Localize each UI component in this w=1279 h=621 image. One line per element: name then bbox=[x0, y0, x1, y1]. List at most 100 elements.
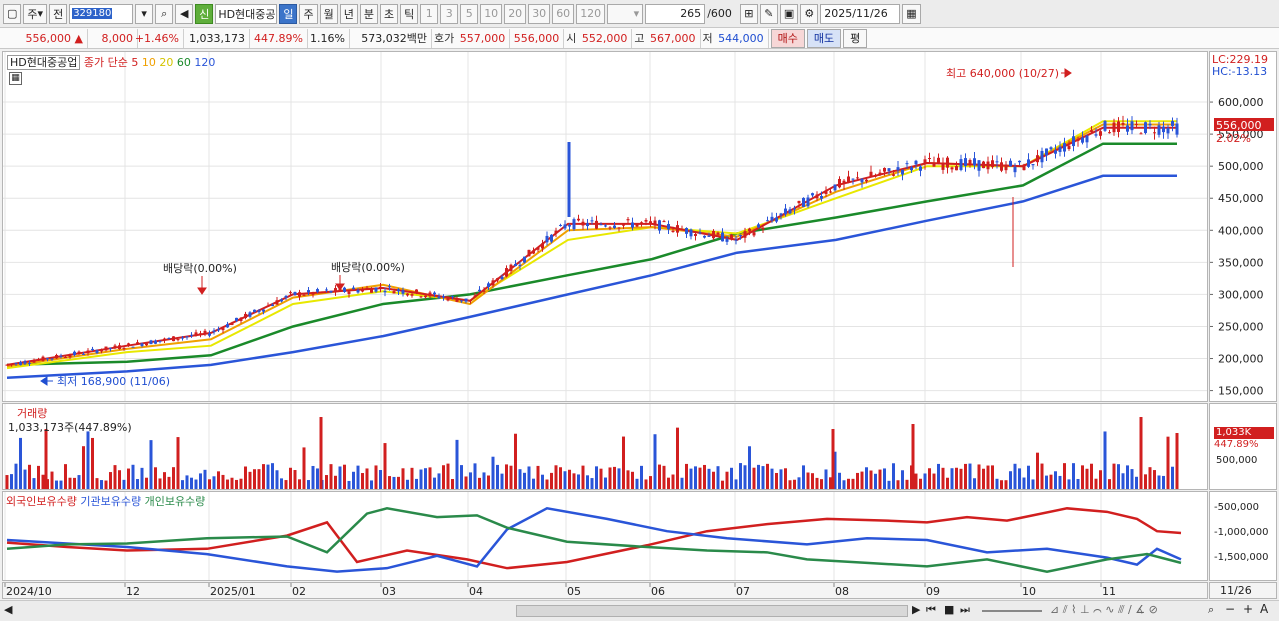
period-day[interactable]: 일 bbox=[279, 3, 298, 24]
stock-name-field[interactable]: HD현대중공 bbox=[215, 3, 278, 24]
avg-button[interactable]: 평 bbox=[843, 28, 868, 48]
font-size-icon[interactable]: A bbox=[1260, 602, 1269, 616]
draw-tools-icons[interactable]: ⊿ ⫽ ⌇ ⊥ ⌒ ∿ ⫻ ∕ ∡ ⊘ bbox=[1050, 603, 1158, 616]
volume-bar bbox=[586, 475, 589, 489]
candle-body bbox=[275, 300, 279, 305]
rewind-icon[interactable]: ⏮ bbox=[926, 603, 936, 616]
date-tick-label: 05 bbox=[567, 585, 581, 598]
count-input[interactable]: 265 bbox=[645, 3, 706, 24]
period-week[interactable]: 주 bbox=[299, 3, 318, 24]
speaker-icon[interactable]: ◀ bbox=[175, 3, 194, 24]
candle-body bbox=[41, 356, 45, 361]
volume-bar bbox=[1054, 471, 1057, 489]
stop-icon[interactable]: ■ bbox=[944, 603, 955, 616]
period-month[interactable]: 월 bbox=[319, 3, 338, 24]
calendar-icon[interactable]: ▦ bbox=[902, 3, 921, 24]
candle-body bbox=[428, 292, 432, 297]
holdings-chart-panel[interactable]: 외국인보유수량 기관보유수량 개인보유수량 bbox=[2, 491, 1208, 581]
candle-body bbox=[1126, 125, 1129, 132]
volume-bar bbox=[1162, 475, 1165, 489]
candle-body bbox=[496, 278, 499, 281]
search-icon[interactable]: ⌕ bbox=[155, 3, 174, 24]
grid-toggle-icon[interactable]: ▦ bbox=[9, 72, 22, 85]
volume-bar bbox=[662, 465, 666, 489]
volume-bar bbox=[581, 465, 585, 489]
volume-bar bbox=[550, 472, 553, 489]
period-minute[interactable]: 분 bbox=[359, 3, 378, 24]
save-icon[interactable]: ▣ bbox=[779, 3, 799, 24]
candle-body bbox=[433, 292, 436, 295]
price-change: 8,000 bbox=[88, 28, 138, 48]
interval-120[interactable]: 120 bbox=[576, 3, 606, 24]
chart-settings-icon[interactable]: ⊞ bbox=[739, 3, 758, 24]
interval-5[interactable]: 5 bbox=[460, 3, 479, 24]
candle-body bbox=[113, 345, 117, 348]
code-dropdown-icon[interactable]: ▾ bbox=[135, 3, 154, 24]
candle-body bbox=[617, 227, 621, 229]
stock-code-input[interactable]: 329180 bbox=[69, 3, 134, 24]
interval-20[interactable]: 20 bbox=[504, 3, 527, 24]
volume-bar bbox=[829, 477, 832, 489]
price-chart-panel[interactable]: 최고 640,000 (10/27) 최저 168,900 (11/06) 배당락(… bbox=[2, 51, 1208, 402]
interval-1[interactable]: 1 bbox=[420, 3, 439, 24]
gear-icon[interactable]: ⚙ bbox=[800, 3, 819, 24]
volume-bar bbox=[892, 463, 895, 489]
volume-bar bbox=[113, 465, 117, 489]
volume-chart-panel[interactable]: 거래량 1,033,173주(447.89%) bbox=[2, 403, 1208, 490]
interval-30[interactable]: 30 bbox=[528, 3, 551, 24]
lc-label: LC:229.19 bbox=[1212, 53, 1268, 66]
zoom-icon[interactable]: ⌕ bbox=[1208, 603, 1215, 616]
candle-body bbox=[419, 296, 423, 298]
prev-button[interactable]: 전 bbox=[49, 3, 68, 24]
candle-body bbox=[257, 310, 261, 313]
sell-button[interactable]: 매도 bbox=[806, 28, 842, 48]
candle-body bbox=[941, 162, 945, 170]
volume-bar bbox=[68, 477, 72, 489]
interval-custom-select[interactable]: ▾ bbox=[607, 3, 644, 24]
scroll-right-icon[interactable]: ▶ bbox=[912, 603, 921, 616]
candle-body bbox=[505, 268, 508, 277]
scroll-left-icon[interactable]: ◀ bbox=[4, 603, 13, 616]
interval-10[interactable]: 10 bbox=[480, 3, 503, 24]
volume-bar bbox=[77, 475, 81, 489]
interval-3[interactable]: 3 bbox=[440, 3, 459, 24]
volume-bar bbox=[1108, 479, 1111, 489]
candle-body bbox=[23, 361, 27, 364]
candle-body bbox=[685, 228, 688, 234]
volume-spike bbox=[44, 429, 48, 489]
period-second[interactable]: 초 bbox=[379, 3, 399, 24]
volume-bar bbox=[28, 464, 31, 489]
volume-bar bbox=[131, 464, 135, 489]
period-tick[interactable]: 틱 bbox=[400, 3, 419, 24]
draw-tool-icon[interactable]: ✎ bbox=[759, 3, 778, 24]
candle-body bbox=[784, 208, 787, 215]
candle-body bbox=[860, 178, 864, 183]
date-input[interactable]: 2025/11/26 bbox=[820, 3, 901, 24]
volume-bar bbox=[127, 468, 130, 489]
ma60-line bbox=[6, 142, 1177, 367]
candle-body bbox=[820, 195, 823, 199]
buy-button[interactable]: 매수 bbox=[770, 28, 805, 48]
price-ytick-label: 200,000 bbox=[1218, 353, 1264, 366]
zoom-in-icon[interactable]: + bbox=[1243, 602, 1254, 616]
candle-body bbox=[1054, 150, 1057, 154]
zoom-out-icon[interactable]: − bbox=[1225, 602, 1236, 616]
fast-forward-icon[interactable]: ⏭ bbox=[960, 603, 970, 616]
volume-bar bbox=[64, 464, 67, 489]
window-menu-icon[interactable]: ▢ bbox=[3, 3, 22, 24]
zoom-slider[interactable] bbox=[982, 610, 1042, 612]
candle-body bbox=[829, 191, 832, 193]
candle-body bbox=[410, 294, 414, 296]
low-label: 저 bbox=[702, 32, 713, 45]
scroll-thumb[interactable] bbox=[516, 605, 908, 617]
interval-60[interactable]: 60 bbox=[552, 3, 575, 24]
period-year[interactable]: 년 bbox=[339, 3, 358, 24]
candle-body bbox=[932, 163, 936, 167]
ma5-label: 5 bbox=[131, 56, 139, 69]
candle-body bbox=[469, 300, 472, 302]
candle-body bbox=[757, 224, 760, 228]
candle-body bbox=[527, 249, 531, 257]
period-type-select[interactable]: 주 ▾ bbox=[23, 3, 48, 24]
volume-bar bbox=[73, 477, 76, 489]
volume-bar bbox=[1013, 463, 1017, 489]
